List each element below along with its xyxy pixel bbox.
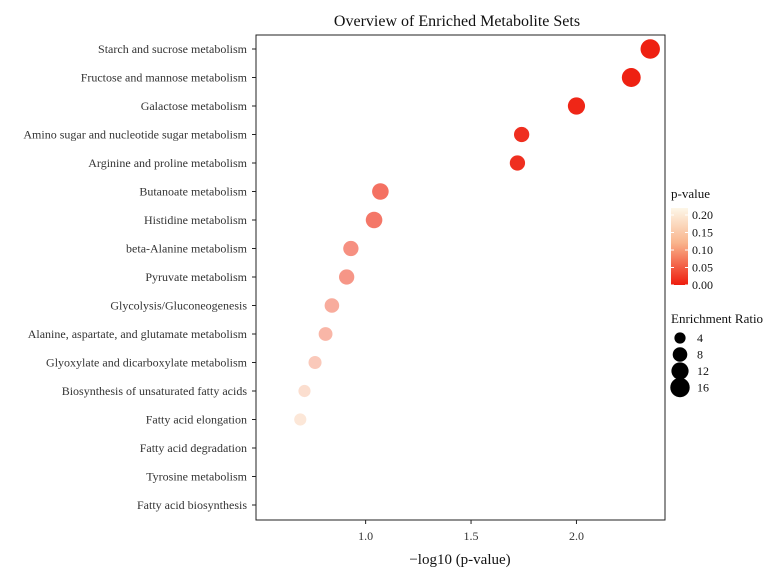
y-axis-labels: Starch and sucrose metabolism Fructose an… [23,42,256,512]
data-point [294,413,307,426]
y-tick-label: Biosynthesis of unsaturated fatty acids [62,384,248,398]
data-point [372,183,389,200]
size-legend-dot [670,377,690,398]
x-axis-label: −log10 (p-value) [409,552,510,568]
data-point [343,240,359,257]
p-value-colorbar [671,208,688,285]
y-tick-label: Fatty acid degradation [140,441,247,455]
y-tick-label: Tyrosine metabolism [146,470,247,484]
p-value-legend-title: p-value [671,186,710,201]
colorbar-tick-label: 0.20 [692,208,713,222]
y-tick-label: Glycolysis/Gluconeogenesis [110,299,247,313]
enrichment-ratio-legend: Enrichment Ratio 4 8 12 16 [670,311,763,398]
y-tick-label: Galactose metabolism [141,99,248,113]
data-point [621,68,641,87]
colorbar-tick-label: 0.00 [692,278,713,292]
y-tick-label: Fatty acid elongation [146,413,247,427]
y-tick-label: Starch and sucrose metabolism [98,42,248,56]
y-tick-label: beta-Alanine metabolism [126,242,248,256]
data-point [324,298,340,313]
size-legend-label: 16 [697,381,709,395]
y-tick-label: Butanoate metabolism [139,185,247,199]
chart-title: Overview of Enriched Metabolite Sets [334,13,580,30]
data-point [509,155,526,171]
y-tick-label: Fatty acid biosynthesis [137,498,247,512]
size-legend-dot [674,332,686,344]
data-point [339,269,355,285]
plot-frame [255,34,666,521]
y-tick-label: Alanine, aspartate, and glutamate metabo… [28,327,248,341]
y-tick-label: Pyruvate metabolism [145,270,247,284]
size-legend-label: 8 [697,348,703,362]
y-tick-label: Glyoxylate and dicarboxylate metabolism [46,356,248,370]
y-tick-label: Histidine metabolism [144,213,248,227]
data-point [318,327,333,341]
x-tick-label: 1.0 [358,529,373,543]
size-legend-label: 12 [697,364,709,378]
p-value-legend: p-value 0.20 0.15 0.10 0.05 0.00 [671,186,713,292]
plot-area [255,34,666,521]
y-tick-label: Arginine and proline metabolism [88,156,247,170]
x-tick-label: 2.0 [569,529,584,543]
data-point [365,211,383,229]
data-point [640,39,660,59]
y-tick-label: Amino sugar and nucleotide sugar metabol… [23,128,247,142]
data-point [308,355,322,370]
colorbar-tick-label: 0.05 [692,261,713,275]
colorbar-tick-label: 0.15 [692,226,713,240]
enrichment-ratio-legend-title: Enrichment Ratio [671,311,763,326]
size-legend-dot [672,347,688,362]
data-point [513,126,530,143]
size-legend-label: 4 [697,331,703,345]
x-tick-label: 1.5 [464,529,479,543]
y-tick-label: Fructose and mannose metabolism [81,71,248,85]
colorbar-tick-label: 0.10 [692,243,713,257]
data-point [298,384,311,398]
x-axis: 1.0 1.5 2.0 [358,520,584,543]
data-point [567,97,586,115]
size-legend-dot [671,362,689,380]
